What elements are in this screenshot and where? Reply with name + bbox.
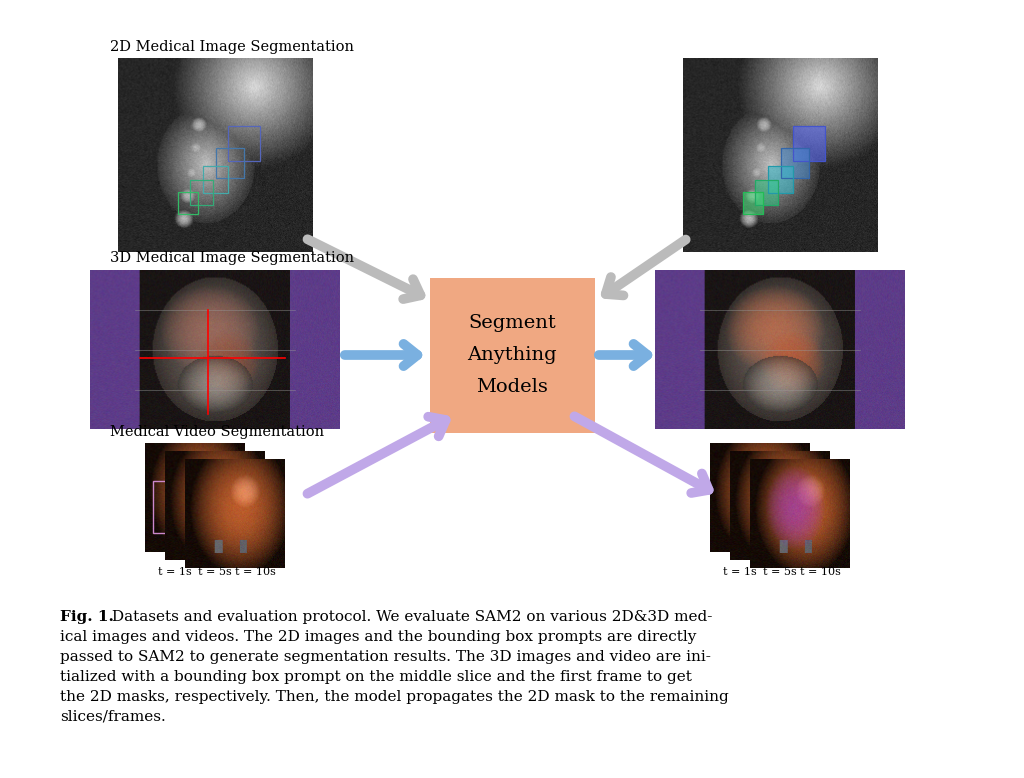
Bar	[742, 191, 763, 213]
Text: the 2D masks, respectively. Then, the model propagates the 2D mask to the remain: the 2D masks, respectively. Then, the mo…	[60, 690, 729, 704]
Text: t = 5s: t = 5s	[763, 567, 797, 577]
Text: t = 10s: t = 10s	[234, 567, 275, 577]
Text: 2D Medical Image Segmentation: 2D Medical Image Segmentation	[110, 40, 354, 54]
Text: t = 1s: t = 1s	[158, 567, 191, 577]
Bar	[793, 125, 824, 160]
Bar	[768, 166, 793, 192]
Bar	[755, 180, 777, 205]
Bar	[742, 191, 763, 213]
Text: tialized with a bounding box prompt on the middle slice and the first frame to g: tialized with a bounding box prompt on t…	[60, 670, 692, 684]
Bar	[793, 125, 824, 160]
FancyBboxPatch shape	[426, 275, 598, 436]
Bar	[780, 148, 809, 177]
Text: slices/frames.: slices/frames.	[60, 710, 166, 724]
Text: Medical Video Segmentation: Medical Video Segmentation	[110, 425, 325, 439]
Bar	[227, 125, 259, 160]
Bar	[780, 148, 809, 177]
Text: passed to SAM2 to generate segmentation results. The 3D images and video are ini: passed to SAM2 to generate segmentation …	[60, 650, 711, 664]
Text: t = 1s: t = 1s	[723, 567, 757, 577]
Bar	[215, 148, 244, 177]
Bar	[177, 191, 198, 213]
Text: Segment
Anything
Models: Segment Anything Models	[467, 314, 557, 396]
Text: ical images and videos. The 2D images and the bounding box prompts are directly: ical images and videos. The 2D images an…	[60, 630, 696, 644]
Bar	[189, 180, 213, 205]
Bar	[153, 481, 191, 533]
Bar	[755, 180, 777, 205]
Bar	[203, 166, 227, 192]
Bar	[768, 166, 793, 192]
Text: 3D Medical Image Segmentation: 3D Medical Image Segmentation	[110, 251, 354, 265]
Text: Datasets and evaluation protocol. We evaluate SAM2 on various 2D&3D med-: Datasets and evaluation protocol. We eva…	[106, 610, 713, 624]
Text: Fig. 1.: Fig. 1.	[60, 610, 114, 624]
Text: t = 10s: t = 10s	[800, 567, 841, 577]
Text: t = 5s: t = 5s	[198, 567, 231, 577]
